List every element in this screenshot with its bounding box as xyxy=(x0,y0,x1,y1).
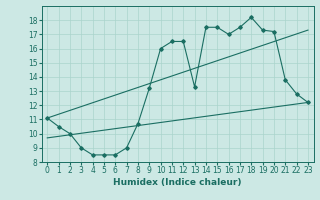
X-axis label: Humidex (Indice chaleur): Humidex (Indice chaleur) xyxy=(113,178,242,187)
